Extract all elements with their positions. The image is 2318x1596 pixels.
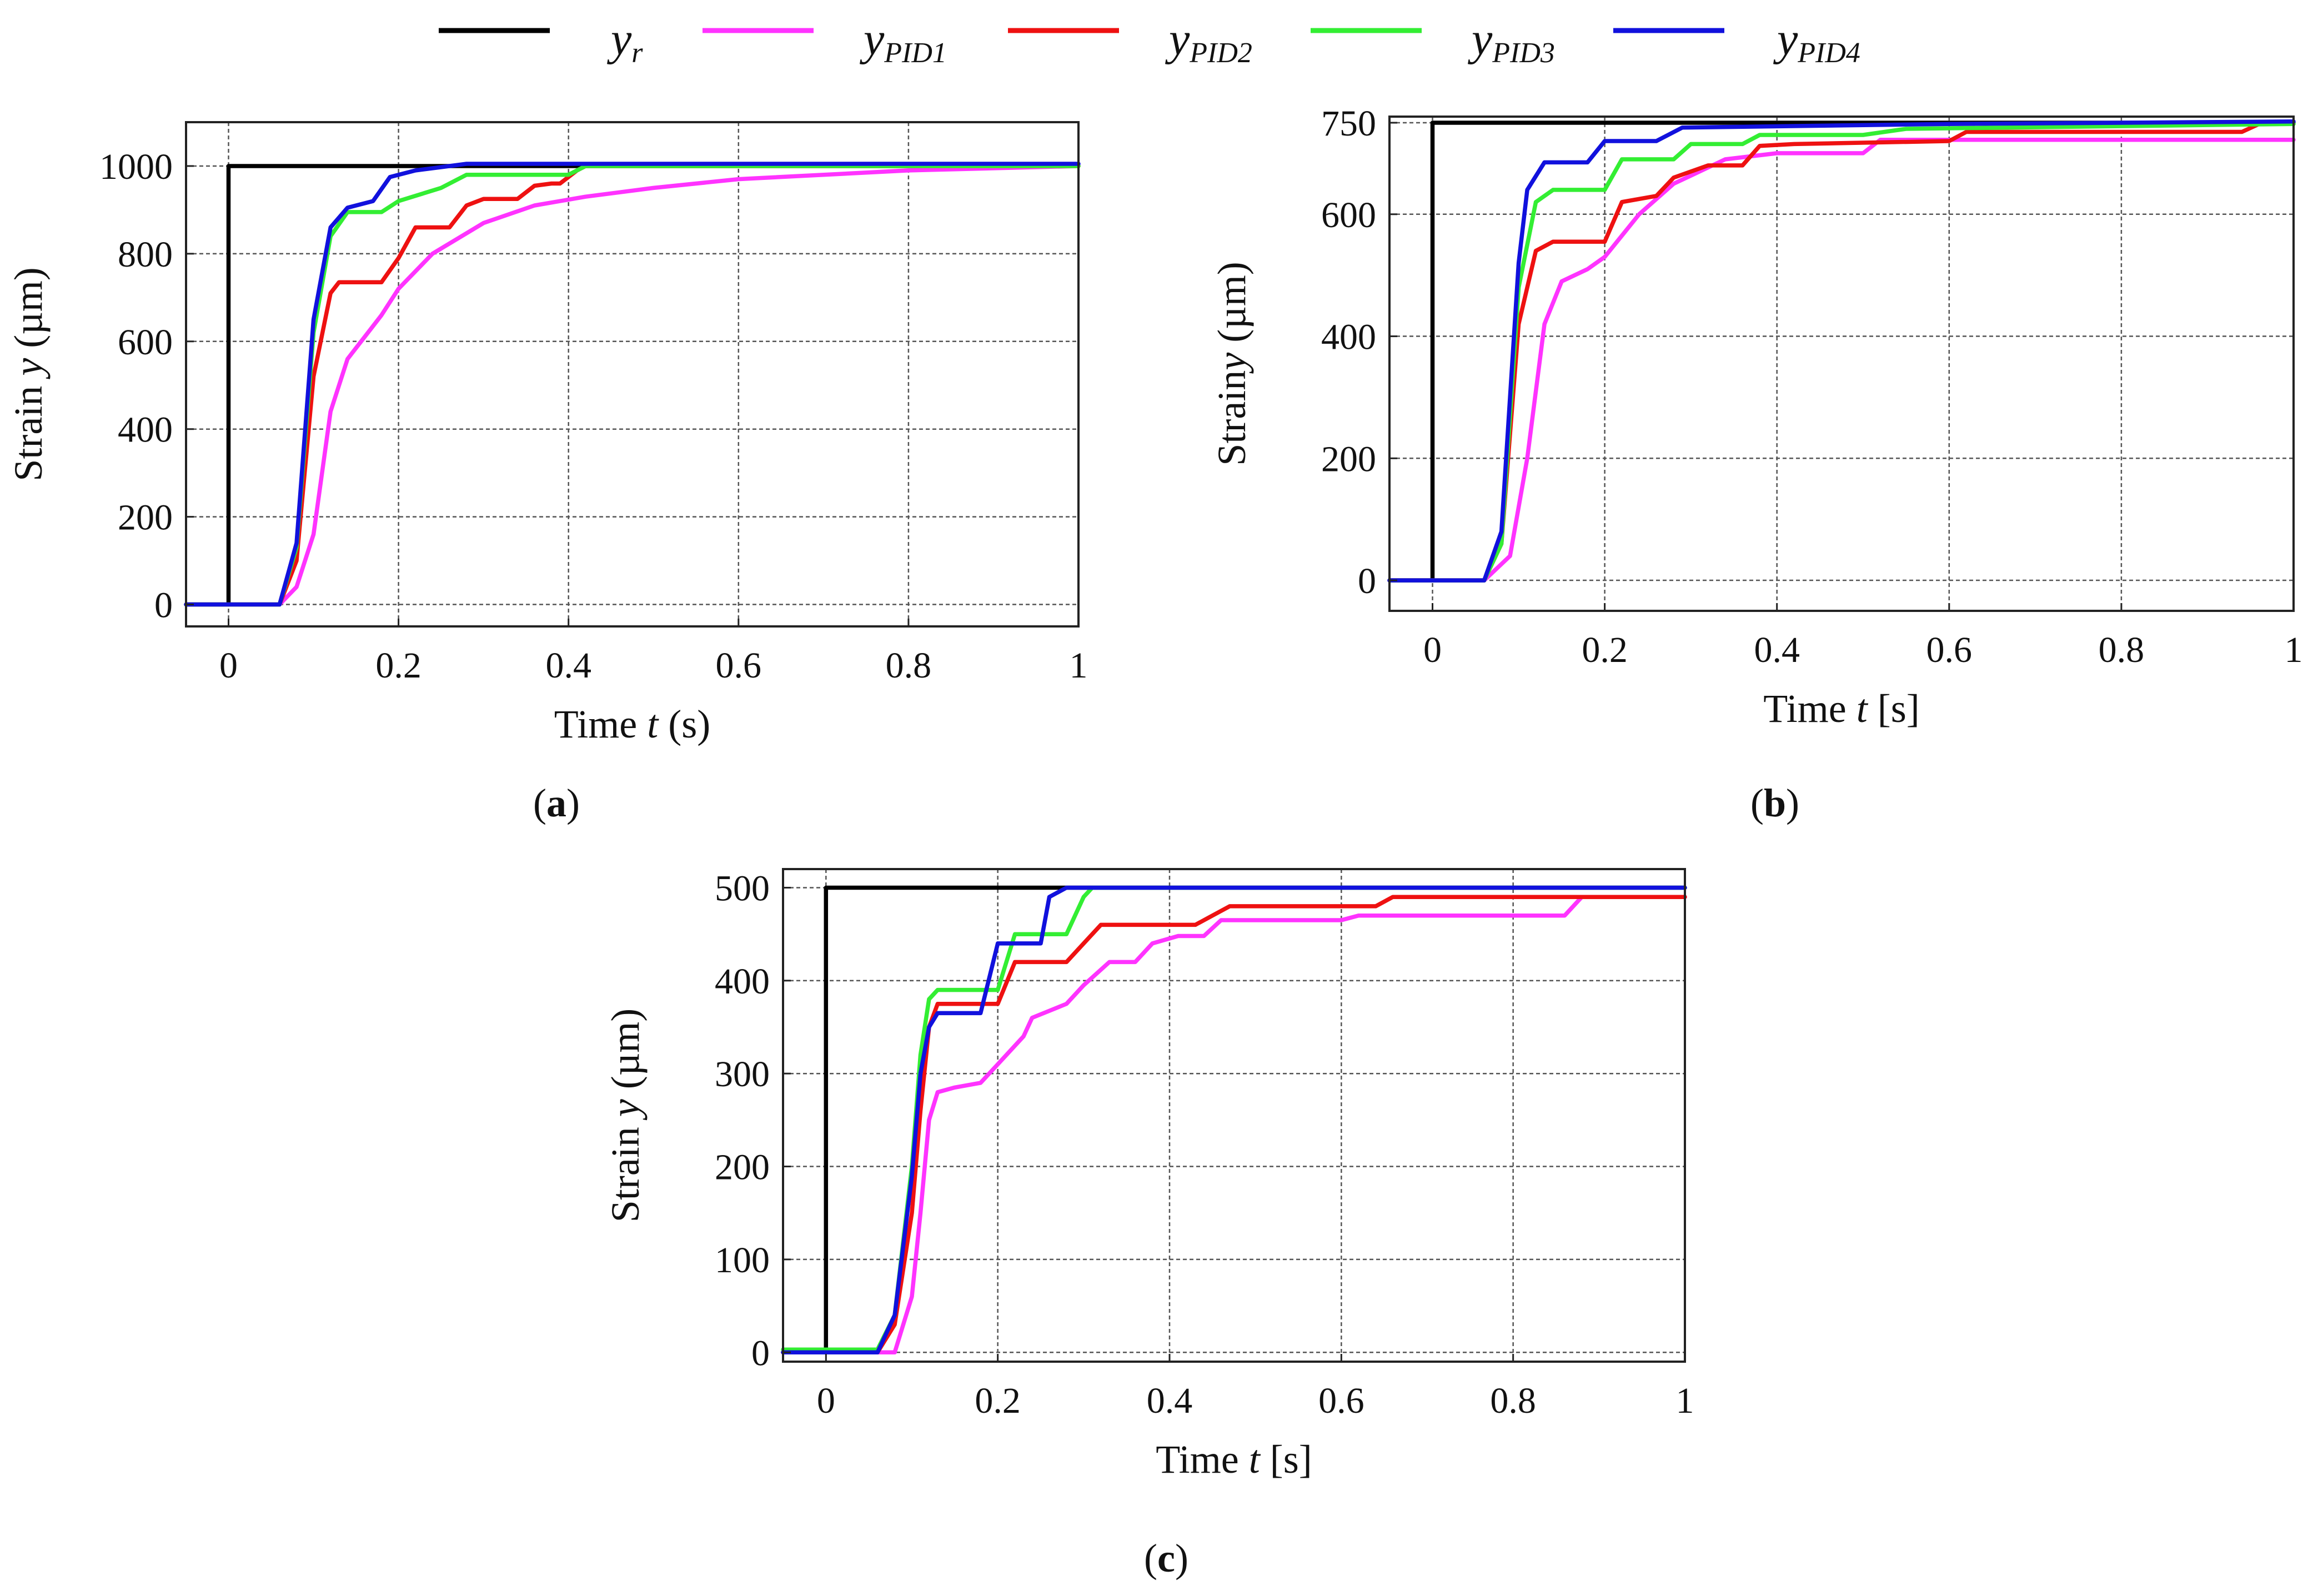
y-tick-label-c-5: 500 bbox=[715, 868, 770, 909]
panel-caption-a: (a) bbox=[533, 781, 580, 825]
series-line-b-yPID2 bbox=[1387, 122, 2296, 583]
x-axis-label-b: Time t [s] bbox=[1763, 686, 1919, 731]
x-tick-label-a-3: 0.6 bbox=[716, 645, 762, 686]
x-tick-label-c-3: 0.6 bbox=[1318, 1381, 1364, 1421]
y-tick-label-a-1: 200 bbox=[118, 498, 173, 538]
y-tick-label-a-4: 800 bbox=[118, 234, 173, 275]
legend-sub-ypid2: PID2 bbox=[1189, 37, 1252, 69]
y-tick-label-c-0: 0 bbox=[751, 1333, 770, 1373]
legend-label-ypid4: y bbox=[1773, 13, 1798, 65]
x-tick-label-b-1: 0.2 bbox=[1582, 630, 1628, 670]
y-tick-label-c-3: 300 bbox=[715, 1054, 770, 1095]
x-tick-label-b-0: 0 bbox=[1423, 630, 1442, 670]
y-tick-label-a-3: 600 bbox=[118, 322, 173, 363]
y-tick-label-b-1: 200 bbox=[1321, 439, 1376, 479]
svg-text:yPID4: yPID4 bbox=[1773, 13, 1860, 69]
y-tick-label-b-0: 0 bbox=[1358, 561, 1376, 601]
legend-entry-ypid4: yPID4 bbox=[1613, 13, 1860, 69]
y-tick-label-a-0: 0 bbox=[154, 585, 173, 626]
plot-frame-a bbox=[185, 121, 1080, 628]
legend-entry-ypid3: yPID3 bbox=[1311, 13, 1555, 69]
x-tick-label-a-0: 0 bbox=[219, 645, 238, 686]
panel-caption-b: (b) bbox=[1750, 781, 1799, 825]
x-tick-label-a-5: 1 bbox=[1070, 645, 1088, 686]
x-tick-label-c-0: 0 bbox=[817, 1381, 835, 1421]
y-tick-label-a-5: 1000 bbox=[99, 147, 173, 187]
x-tick-label-b-4: 0.8 bbox=[2099, 630, 2145, 670]
legend-sub-ypid3: PID3 bbox=[1492, 37, 1555, 69]
y-axis-label-a: Strain y (µm) bbox=[6, 267, 51, 481]
legend-entry-ypid2: yPID2 bbox=[1008, 13, 1252, 69]
series-line-b-yPID1 bbox=[1387, 138, 2296, 583]
series-line-c-yPID1 bbox=[781, 895, 1687, 1355]
svg-text:yPID3: yPID3 bbox=[1467, 13, 1555, 69]
series-line-c-yPID2 bbox=[781, 895, 1687, 1355]
legend-label-ypid3: y bbox=[1467, 13, 1493, 65]
legend-entry-yr: yr bbox=[439, 13, 643, 69]
x-tick-label-c-2: 0.4 bbox=[1147, 1381, 1193, 1421]
chart-panel-c: 0 0.2 0.4 0.6 0.8 1 0 100 200 300 400 500 Time t [s… bbox=[603, 868, 1694, 1580]
legend-sub-ypid4: PID4 bbox=[1797, 37, 1860, 69]
x-tick-label-a-2: 0.4 bbox=[545, 645, 591, 686]
x-tick-label-b-5: 1 bbox=[2285, 630, 2303, 670]
y-axis-label-b: Strainy (µm) bbox=[1210, 262, 1254, 465]
x-tick-label-a-4: 0.8 bbox=[886, 645, 932, 686]
y-tick-label-c-2: 200 bbox=[715, 1147, 770, 1188]
y-tick-label-b-3: 600 bbox=[1321, 195, 1376, 235]
series-line-a-yPID4 bbox=[184, 162, 1081, 607]
y-tick-label-b-2: 400 bbox=[1321, 317, 1376, 358]
x-axis-label-a: Time t (s) bbox=[554, 702, 710, 746]
chart-panel-b: 0 0.2 0.4 0.6 0.8 1 0 200 400 600 750 Time t [s] S… bbox=[1210, 103, 2303, 825]
panel-caption-c: (c) bbox=[1144, 1536, 1188, 1580]
series-line-a-yPID2 bbox=[184, 164, 1081, 607]
x-tick-label-c-5: 1 bbox=[1676, 1381, 1694, 1421]
x-axis-label-c: Time t [s] bbox=[1156, 1437, 1312, 1482]
svg-text:yPID2: yPID2 bbox=[1165, 13, 1252, 69]
x-tick-label-b-2: 0.4 bbox=[1754, 630, 1800, 670]
x-tick-label-a-1: 0.2 bbox=[375, 645, 422, 686]
legend-label-ypid2: y bbox=[1165, 13, 1190, 65]
series-line-b-yPID4 bbox=[1387, 119, 2296, 583]
y-tick-label-a-2: 400 bbox=[118, 410, 173, 450]
plot-frame-c bbox=[782, 868, 1686, 1363]
legend-sub-ypid1: PID1 bbox=[884, 37, 947, 69]
y-axis-label-c: Strain y (µm) bbox=[603, 1008, 648, 1222]
legend: yr yPID1 yPID2 yPID3 yPID4 bbox=[439, 13, 1860, 69]
y-tick-label-c-4: 400 bbox=[715, 961, 770, 1002]
legend-label-yr: y bbox=[606, 13, 632, 65]
legend-entry-ypid1: yPID1 bbox=[703, 13, 947, 69]
series-line-c-yPID4 bbox=[781, 885, 1687, 1355]
svg-text:yPID1: yPID1 bbox=[859, 13, 947, 69]
x-tick-label-c-4: 0.8 bbox=[1490, 1381, 1536, 1421]
x-tick-label-b-3: 0.6 bbox=[1926, 630, 1973, 670]
chart-panel-a: 0 0.2 0.4 0.6 0.8 1 0 200 400 600 800 1000 Time t (… bbox=[6, 121, 1088, 825]
x-tick-label-c-1: 0.2 bbox=[975, 1381, 1021, 1421]
y-tick-label-c-1: 100 bbox=[715, 1240, 770, 1281]
legend-sub-yr: r bbox=[631, 37, 643, 69]
series-line-a-yPID1 bbox=[184, 164, 1081, 607]
legend-label-ypid1: y bbox=[859, 13, 885, 65]
y-tick-label-b-4: 750 bbox=[1321, 103, 1376, 144]
plot-frame-b bbox=[1388, 116, 2295, 612]
svg-text:yr: yr bbox=[606, 13, 643, 69]
